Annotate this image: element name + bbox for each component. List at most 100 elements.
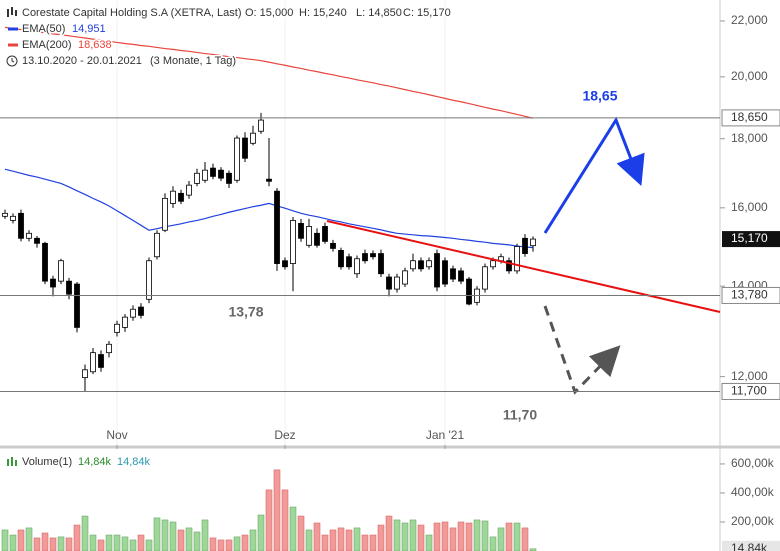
annotation: 13,78 [228,304,263,320]
volume-bar [185,527,193,551]
volume-bar [153,517,161,551]
candle-body [514,246,520,272]
volume-panel [1,469,537,551]
volume-bar [257,514,265,551]
candle-body [210,167,216,177]
volume-bar [225,539,233,551]
volume-bar [465,522,473,551]
volume-bar [417,524,425,551]
candle-body [186,184,192,196]
volume-bar [17,529,25,551]
candle-body [378,253,384,275]
volume-bar [489,536,497,551]
price-tag-label: 15,170 [731,231,768,245]
candle-body [338,250,344,268]
ema-line [4,26,534,119]
candle-body [362,253,368,262]
volume-bar [513,522,521,551]
candle-body [194,172,200,184]
volume-bar [129,539,137,551]
price-tag [722,231,780,248]
candle-body [274,190,280,264]
volume-bar [177,529,185,551]
volume-bar [265,489,273,551]
x-tick-label: Jan '21 [426,428,465,442]
volume-bar [297,515,305,551]
candle-body [490,260,496,268]
candle-body [74,283,80,328]
candle-body [306,226,312,246]
volume-bar [273,469,281,551]
ohlc-label: H: 15,240 [299,7,347,19]
icon [15,460,17,466]
candle-body [242,137,248,159]
candle-body [282,260,288,268]
volume-bar [393,519,401,551]
volume-bar [473,519,481,551]
candle-body [122,316,128,328]
volume-bar [481,520,489,551]
y-tick-label: 400,00k [731,485,775,499]
candle-body [106,343,112,354]
icon [7,9,9,17]
icon [15,10,17,16]
candle-body [162,197,168,231]
volume-bar [457,521,465,551]
volume-bar [169,521,177,551]
candle-body [530,238,536,247]
y-tick-label: 22,000 [731,13,768,27]
volume-bar [313,522,321,551]
x-tick-label: Nov [106,428,127,442]
volume-bar [145,539,153,551]
volume-bar [345,529,353,551]
candle-body [82,369,88,379]
volume-bar [57,536,65,551]
y-tick-label: 200,00k [731,514,775,528]
volume-bar [281,489,289,551]
candle-body [314,232,320,246]
level-tag [721,109,780,127]
candle-body [426,260,432,268]
chart-title: Corestate Capital Holding S.A (XETRA, La… [22,7,241,19]
candle-body [258,119,264,132]
volume-bar [433,522,441,551]
candle-body [290,220,296,264]
candle-body [250,132,256,144]
volume-bar [385,515,393,551]
candle-body [226,172,232,184]
volume-bar [361,534,369,551]
candle-body [146,260,152,300]
legend-value: 18,638 [78,39,112,51]
candle-body [34,237,40,244]
candle-body [450,268,456,280]
candle-body [322,226,328,242]
candle-body [458,270,464,282]
last-volume-label: 14,84k [731,541,768,551]
icon [7,459,9,466]
candle-body [354,258,360,275]
ohlc-label: O: 15,000 [245,7,293,19]
trend-line [326,220,721,313]
candle-body [178,192,184,202]
ema-line [4,168,534,249]
volume-bar [233,536,241,551]
candle-body [90,352,96,373]
candle-body [202,169,208,181]
volume-bar [425,534,433,551]
candle-body [42,242,48,282]
y-tick-label: 600,00k [731,456,775,470]
volume-bar [241,534,249,551]
legend-label: EMA(50) [22,23,65,35]
candle-body [442,260,448,285]
volume-bar [337,527,345,551]
candle-body [50,278,56,288]
volume-bar [249,529,257,551]
candle-body [522,237,528,254]
candle-body [66,280,72,295]
volume-bar [105,534,113,551]
candle-body [26,232,32,239]
volume-bar [377,524,385,551]
candle-body [506,260,512,272]
